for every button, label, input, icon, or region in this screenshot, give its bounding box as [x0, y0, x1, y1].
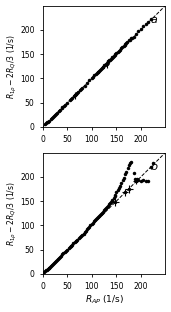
Y-axis label: $R_{1\rho} - 2R_Q/3$ (1/s): $R_{1\rho} - 2R_Q/3$ (1/s) [5, 181, 19, 246]
X-axis label: $R_{AP}$ (1/s): $R_{AP}$ (1/s) [85, 294, 124, 306]
Text: b: b [151, 162, 158, 172]
Y-axis label: $R_{1\rho} - 2R_Q/3$ (1/s): $R_{1\rho} - 2R_Q/3$ (1/s) [5, 34, 19, 99]
Text: a: a [151, 15, 158, 25]
